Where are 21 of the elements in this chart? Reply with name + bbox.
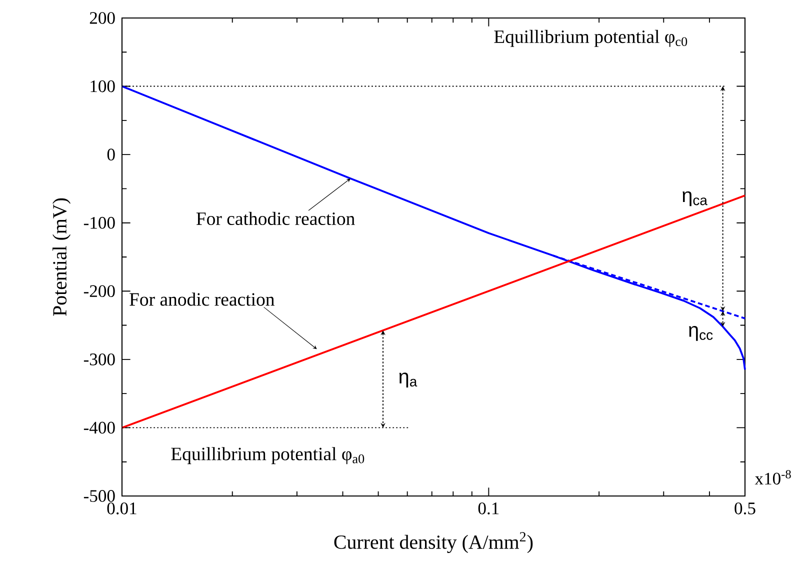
y-tick-label: -100	[84, 216, 115, 229]
annotation: η$_{cc}$	[689, 326, 713, 341]
annotation: η$_{ca}$	[682, 191, 708, 206]
y-axis-title: Potential (mV)	[52, 198, 71, 316]
y-tick-label: -300	[84, 353, 115, 366]
y-tick-label: 200	[90, 12, 115, 24]
y-tick-label: -400	[84, 422, 115, 434]
y-tick-label: -200	[84, 285, 115, 298]
y-tick-label: 0	[107, 148, 115, 160]
annotation: For anodic reaction	[130, 292, 274, 306]
x-axis-title: Current density (A/mm$^{2}$)	[334, 532, 533, 554]
annotation: η$_{a}$	[399, 372, 418, 388]
annotation: For cathodic reaction	[196, 212, 355, 226]
y-tick-label: 100	[90, 80, 115, 92]
annotation: Equillibrium potential φ$_{c0}$	[494, 30, 688, 47]
annotation: Equillibrium potential φ$_{a0}$	[171, 447, 364, 464]
y-tick-label: -500	[84, 490, 115, 502]
x-tick-label: 0.01	[107, 502, 136, 514]
x-tick-label: 0.1	[478, 502, 499, 514]
x-tick-label: 0.5	[734, 502, 756, 514]
text: x10$^{-8}$	[754, 470, 791, 485]
